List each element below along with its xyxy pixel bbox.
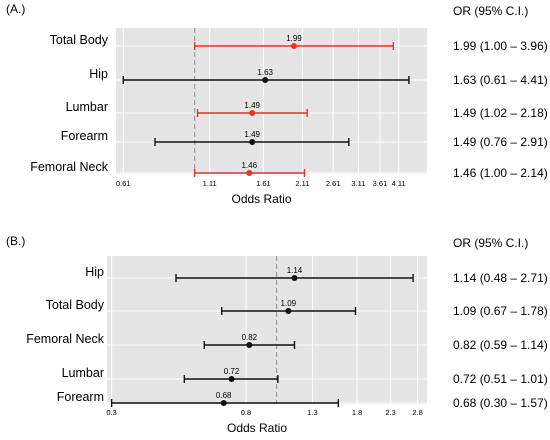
ci-text: 1.14 (0.48 – 2.71) — [453, 271, 548, 285]
table-header: OR (95% C.I.) — [453, 4, 528, 18]
plot-panel-background — [116, 28, 427, 174]
panel-label: (A.) — [6, 2, 25, 16]
point-estimate — [249, 110, 256, 116]
ci-text: 1.09 (0.67 – 1.78) — [453, 304, 548, 318]
ci-text: 1.49 (1.02 – 2.18) — [453, 106, 548, 120]
row-label: Forearm — [61, 129, 108, 143]
x-axis-label: Odds Ratio — [227, 421, 287, 435]
point-label: 1.09 — [281, 299, 297, 308]
x-tick-label: 3.61 — [373, 179, 388, 188]
x-tick-label: 1.3 — [307, 408, 317, 417]
row-label: Lumbar — [66, 100, 108, 114]
row-label: Lumbar — [62, 366, 104, 380]
row-label: Hip — [85, 265, 104, 279]
row-label: Hip — [89, 67, 108, 81]
point-estimate — [290, 43, 297, 49]
x-tick-label: 2.8 — [412, 408, 422, 417]
row-label: Femoral Neck — [30, 160, 109, 174]
x-tick-label: 4.11 — [392, 179, 406, 188]
point-estimate — [220, 400, 227, 406]
point-label: 1.99 — [286, 34, 302, 43]
row-label: Forearm — [57, 390, 104, 404]
ci-text: 0.68 (0.30 – 1.57) — [453, 396, 548, 410]
x-tick-label: 3.11 — [351, 179, 365, 188]
ci-text: 1.63 (0.61 – 4.41) — [453, 73, 548, 87]
point-label: 0.82 — [242, 333, 258, 342]
point-estimate — [228, 376, 235, 382]
point-label: 1.49 — [244, 130, 260, 139]
ci-text: 1.46 (1.00 – 2.14) — [453, 166, 548, 180]
x-tick-label: 2.11 — [295, 179, 309, 188]
row-label: Femoral Neck — [26, 332, 105, 346]
table-header: OR (95% C.I.) — [453, 236, 528, 250]
ci-text: 0.82 (0.59 – 1.14) — [453, 338, 548, 352]
x-tick-label: 1.11 — [203, 179, 217, 188]
ci-text: 1.99 (1.00 – 3.96) — [453, 39, 548, 53]
ci-text: 0.72 (0.51 – 1.01) — [453, 372, 548, 386]
point-estimate — [249, 139, 256, 145]
point-label: 1.49 — [244, 101, 260, 110]
point-estimate — [262, 77, 269, 83]
panel-label: (B.) — [6, 234, 25, 248]
x-tick-label: 2.3 — [385, 408, 395, 417]
point-estimate — [246, 342, 253, 348]
row-label: Total Body — [50, 33, 109, 47]
x-tick-label: 0.8 — [241, 408, 251, 417]
point-label: 1.63 — [257, 68, 273, 77]
point-label: 0.68 — [216, 391, 232, 400]
x-tick-label: 1.8 — [352, 408, 362, 417]
row-label: Total Body — [46, 298, 105, 312]
point-label: 1.14 — [287, 266, 303, 275]
point-estimate — [285, 308, 292, 314]
x-tick-label: 0.3 — [106, 408, 116, 417]
x-axis-label: Odds Ratio — [231, 192, 291, 206]
point-label: 0.72 — [224, 367, 240, 376]
x-tick-label: 2.61 — [326, 179, 341, 188]
x-tick-label: 0.61 — [116, 179, 131, 188]
point-estimate — [291, 275, 298, 281]
x-tick-label: 1.61 — [256, 179, 271, 188]
ci-text: 1.49 (0.76 – 2.91) — [453, 135, 548, 149]
point-label: 1.46 — [241, 161, 257, 170]
point-estimate — [246, 170, 253, 176]
